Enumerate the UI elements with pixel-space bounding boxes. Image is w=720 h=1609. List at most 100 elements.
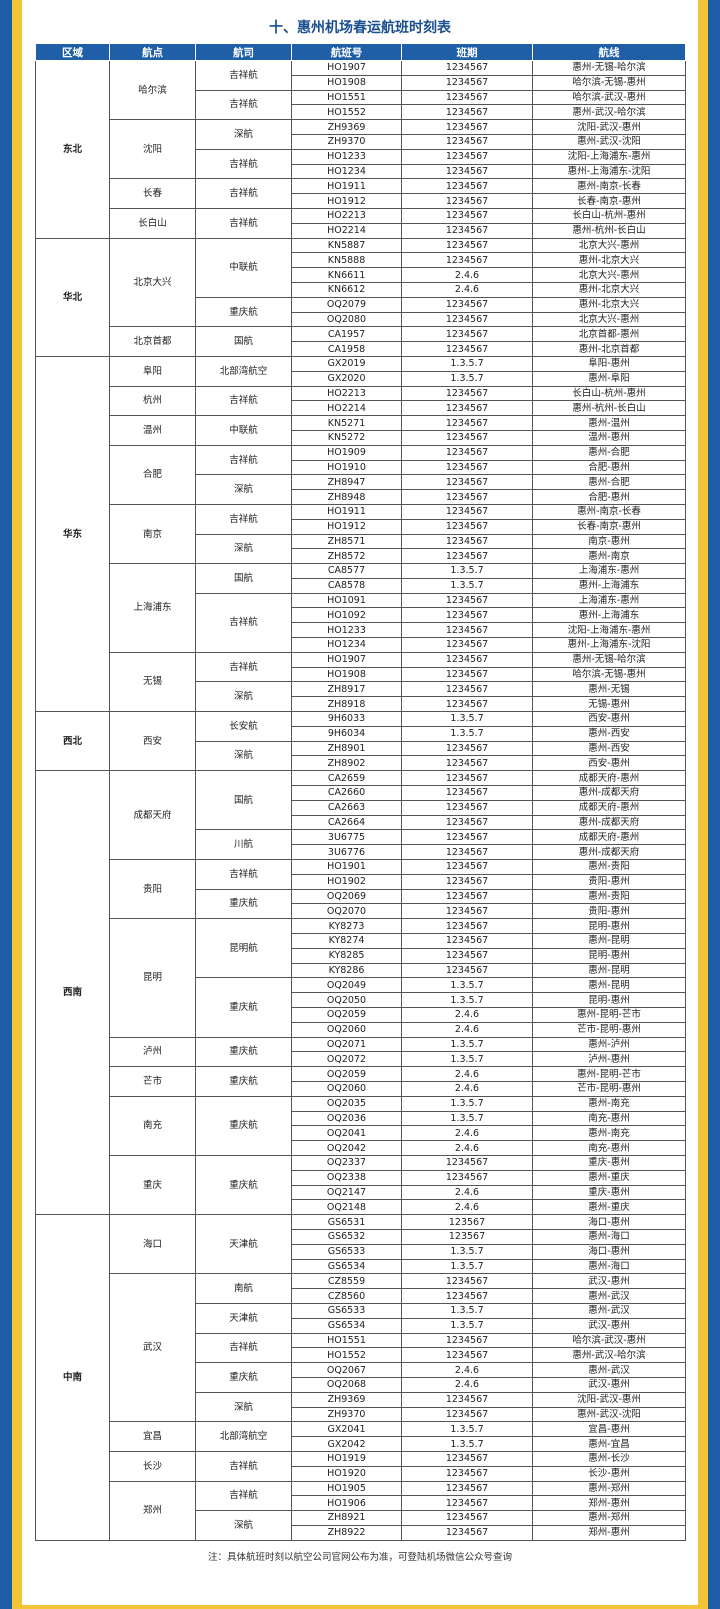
route-cell: 惠州-北京大兴 [532, 281, 686, 298]
flight-number-cell: KN5888 [291, 252, 402, 269]
schedule-cell: 1234567 [401, 1406, 533, 1423]
schedule-cell: 1234567 [401, 503, 533, 520]
route-cell: 惠州-重庆 [532, 1169, 686, 1186]
schedule-cell: 1.3.5.7 [401, 1317, 533, 1334]
flight-number-cell: HO1552 [291, 1347, 402, 1364]
route-cell: 重庆-惠州 [532, 1184, 686, 1201]
schedule-cell: 1234567 [401, 1288, 533, 1304]
schedule-cell: 1234567 [401, 415, 533, 431]
table-row: 昆明 昆明航 KY8273 1234567 昆明-惠州 [36, 918, 686, 1038]
table-row: OQ2068 2.4.6 武汉-惠州 [36, 1376, 686, 1393]
destination-cell: 哈尔滨 [109, 59, 196, 121]
flight-number-cell: OQ2036 [291, 1110, 402, 1127]
route-cell: 惠州-武汉-沈阳 [532, 1406, 686, 1423]
table-row: HO1906 1234567 郑州-惠州 [36, 1495, 686, 1512]
destination-cell: 重庆 [109, 1154, 196, 1216]
flight-number-cell: OQ2050 [291, 992, 402, 1008]
schedule-cell: 1.3.5.7 [401, 1243, 533, 1260]
flight-number-cell: GX2019 [291, 355, 402, 372]
destination-cell: 海口 [109, 1214, 196, 1275]
flight-number-cell: OQ2059 [291, 1007, 402, 1023]
airline-cell: 深航 [195, 1510, 292, 1541]
flight-number-cell: ZH8921 [291, 1510, 402, 1526]
destination-cell: 泸州 [109, 1036, 196, 1068]
schedule-cell: 1.3.5.7 [401, 370, 533, 387]
airline-cell: 深航 [195, 681, 292, 713]
route-cell: 惠州-昆明 [532, 962, 686, 979]
schedule-cell: 1234567 [401, 237, 533, 254]
table-row: 芒市 重庆航 OQ2059 2.4.6 惠州-昆明-芒市 [36, 1066, 686, 1097]
route-cell: 贵阳-惠州 [532, 873, 686, 890]
flight-number-cell: ZH8902 [291, 755, 402, 772]
table-row: HO1552 1234567 惠州-武汉-哈尔滨 [36, 1347, 686, 1364]
table-row: ZH8902 1234567 西安-惠州 [36, 755, 686, 772]
flight-number-cell: HO1901 [291, 859, 402, 875]
schedule-cell: 2.4.6 [401, 1021, 533, 1038]
flight-number-cell: HO1907 [291, 60, 402, 76]
table-row: 深航 ZH8921 1234567 惠州-郑州 [36, 1510, 686, 1541]
schedule-cell: 1234567 [401, 489, 533, 505]
table-row: HO1092 1234567 惠州-上海浦东 [36, 607, 686, 624]
flight-number-cell: 3U6775 [291, 829, 402, 846]
schedule-cell: 2.4.6 [401, 1184, 533, 1201]
flight-number-cell: KY8286 [291, 962, 402, 979]
route-cell: 北京大兴-惠州 [532, 237, 686, 254]
table-row: 吉祥航 HO1233 1234567 沈阳-上海浦东-惠州 [36, 148, 686, 180]
destination-cell: 南充 [109, 1095, 196, 1156]
flight-number-cell: CA8577 [291, 563, 402, 579]
flight-number-cell: ZH8572 [291, 548, 402, 565]
schedule-cell: 1234567 [401, 1524, 533, 1541]
table-row: 合肥 吉祥航 HO1909 1234567 惠州-合肥 [36, 444, 686, 505]
airline-cell: 中联航 [195, 415, 292, 446]
flight-number-cell: HO1234 [291, 163, 402, 180]
schedule-cell: 1234567 [401, 459, 533, 476]
table-row: 华北 北京大兴 中联航 KN5887 1234567 北京大兴-惠州 [35, 237, 686, 357]
schedule-cell: 1234567 [401, 592, 533, 609]
schedule-cell: 1234567 [401, 1450, 533, 1467]
flight-number-cell: GX2042 [291, 1436, 402, 1452]
route-cell: 惠州-上海浦东-沈阳 [532, 637, 686, 653]
route-cell: 惠州-无锡-哈尔滨 [532, 651, 686, 668]
route-cell: 合肥-惠州 [532, 489, 686, 505]
schedule-cell: 1234567 [401, 533, 533, 550]
route-cell: 昆明-惠州 [532, 947, 686, 964]
schedule-cell: 1234567 [401, 740, 533, 757]
airline-cell: 重庆航 [195, 977, 292, 1038]
schedule-cell: 1.3.5.7 [401, 725, 533, 742]
flight-number-cell: OQ2060 [291, 1021, 402, 1038]
flight-number-cell: GS6533 [291, 1243, 402, 1260]
schedule-cell: 1234567 [401, 755, 533, 772]
route-cell: 长白山-杭州-惠州 [532, 207, 686, 224]
table-row: 西北 西安 长安航 9H6033 1.3.5.7 西安-惠州 [35, 711, 686, 772]
route-cell: 宜昌-惠州 [532, 1421, 686, 1438]
table-row: 郑州 吉祥航 HO1905 1234567 惠州-郑州 [36, 1480, 686, 1541]
airline-cell: 吉祥航 [195, 60, 292, 91]
schedule-cell: 1234567 [401, 1273, 533, 1290]
schedule-cell: 1234567 [401, 311, 533, 328]
airline-cell: 北部湾航空 [195, 355, 292, 387]
schedule-cell: 2.4.6 [401, 281, 533, 298]
destination-cell: 杭州 [109, 385, 196, 417]
airline-cell: 吉祥航 [195, 148, 292, 180]
flight-number-cell: ZH8917 [291, 681, 402, 698]
schedule-cell: 2.4.6 [401, 267, 533, 283]
route-cell: 惠州-杭州-长白山 [532, 222, 686, 239]
destination-cell: 昆明 [109, 918, 196, 1038]
schedule-cell: 1.3.5.7 [401, 1110, 533, 1127]
flight-number-cell: CA2660 [291, 785, 402, 801]
airline-cell: 重庆航 [195, 1154, 292, 1216]
airline-cell: 川航 [195, 829, 292, 861]
table-row: HO2214 1234567 惠州-杭州-长白山 [36, 400, 686, 417]
schedule-cell: 1234567 [401, 178, 533, 195]
table-row: OQ2338 1234567 惠州-重庆 [36, 1169, 686, 1186]
table-row: 上海浦东 国航 CA8577 1.3.5.7 上海浦东-惠州 [36, 563, 686, 653]
schedule-cell: 1.3.5.7 [401, 1036, 533, 1053]
schedule-cell: 1.3.5.7 [401, 1302, 533, 1319]
region-cell: 华北 [35, 237, 110, 357]
flight-number-cell: HO1911 [291, 178, 402, 195]
flight-number-cell: CA8578 [291, 577, 402, 594]
schedule-cell: 1234567 [401, 888, 533, 905]
schedule-cell: 1234567 [401, 326, 533, 343]
table-row: HO2214 1234567 惠州-杭州-长白山 [36, 222, 686, 239]
table-row: 华东 阜阳 北部湾航空 GX2019 1.3.5.7 阜阳-惠州 [35, 355, 686, 713]
